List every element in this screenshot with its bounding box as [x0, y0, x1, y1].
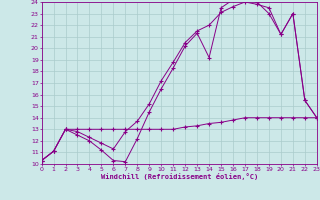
X-axis label: Windchill (Refroidissement éolien,°C): Windchill (Refroidissement éolien,°C): [100, 173, 258, 180]
